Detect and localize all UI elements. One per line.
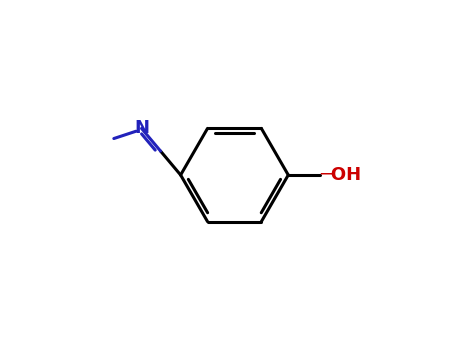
Text: ─OH: ─OH bbox=[320, 166, 361, 184]
Text: N: N bbox=[134, 119, 149, 138]
